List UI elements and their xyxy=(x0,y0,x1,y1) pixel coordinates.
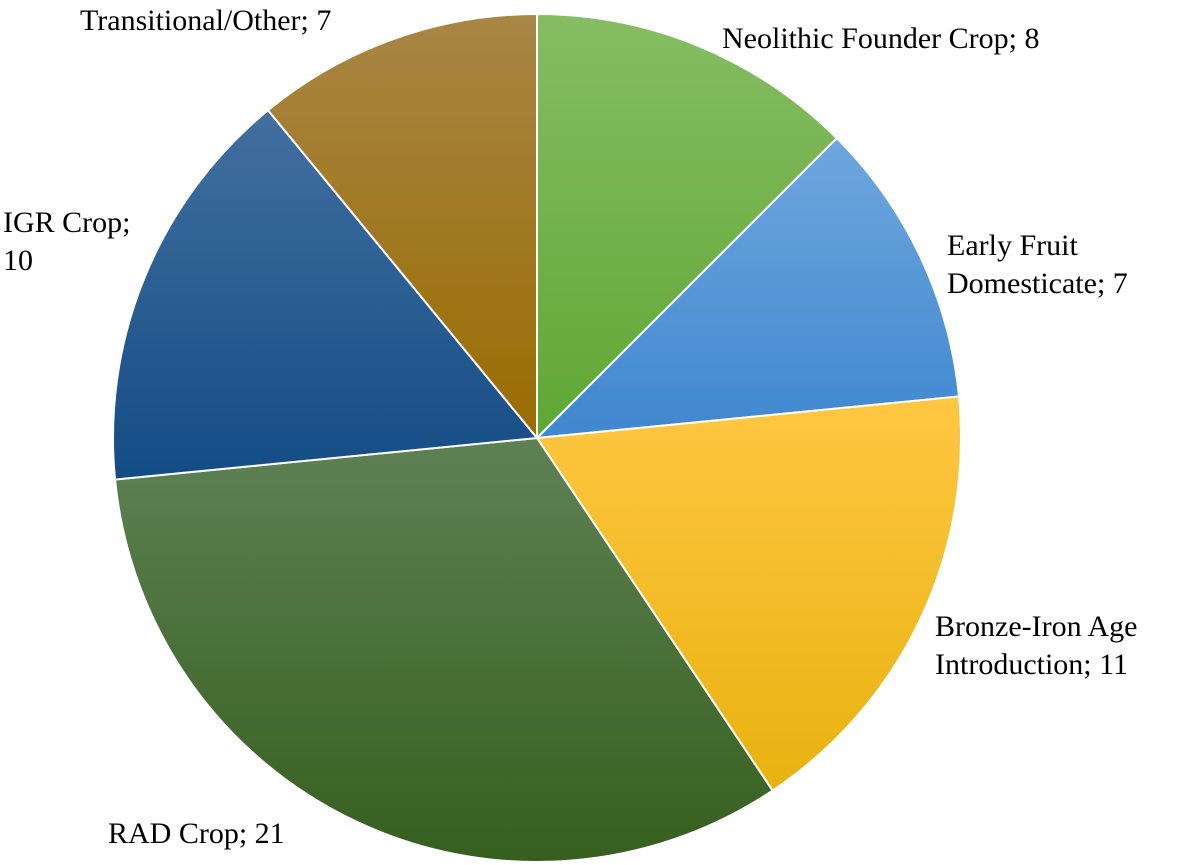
data-label-neolithic-founder-crop: Neolithic Founder Crop; 8 xyxy=(722,22,1039,55)
data-label-line: Early Fruit xyxy=(947,229,1078,262)
pie-slice-neolithic-founder-crop xyxy=(536,12,839,441)
pie-slice-early-fruit-domesticate xyxy=(534,136,961,440)
data-label-line: IGR Crop; xyxy=(3,206,131,239)
data-label-line: 10 xyxy=(3,244,33,277)
data-label-bronze-iron-age-introduction: Bronze-Iron Age Introduction; 11 xyxy=(935,610,1137,681)
data-label-line: Transitional/Other; 7 xyxy=(80,4,331,37)
data-label-early-fruit-domesticate: Early Fruit Domesticate; 7 xyxy=(947,229,1128,300)
data-label-line: Neolithic Founder Crop; 8 xyxy=(722,22,1039,55)
pie-slice-transitional-other xyxy=(266,12,538,441)
pie-slice-igr-crop xyxy=(112,108,539,481)
data-label-igr-crop: IGR Crop; 10 xyxy=(3,206,131,277)
pie-slice-rad-crop xyxy=(113,436,774,863)
data-label-rad-crop: RAD Crop; 21 xyxy=(108,817,285,850)
data-label-line: Domesticate; 7 xyxy=(947,267,1128,300)
data-label-line: Introduction; 11 xyxy=(935,648,1128,681)
pie-labels: Neolithic Founder Crop; 8 Early Fruit Dome… xyxy=(3,4,1137,850)
data-label-line: Bronze-Iron Age xyxy=(935,610,1137,643)
pie-slice-bronze-iron-age-introduction xyxy=(535,395,962,792)
pie-slices xyxy=(112,12,962,863)
data-label-line: RAD Crop; 21 xyxy=(108,817,285,850)
data-label-transitional-other: Transitional/Other; 7 xyxy=(80,4,331,37)
